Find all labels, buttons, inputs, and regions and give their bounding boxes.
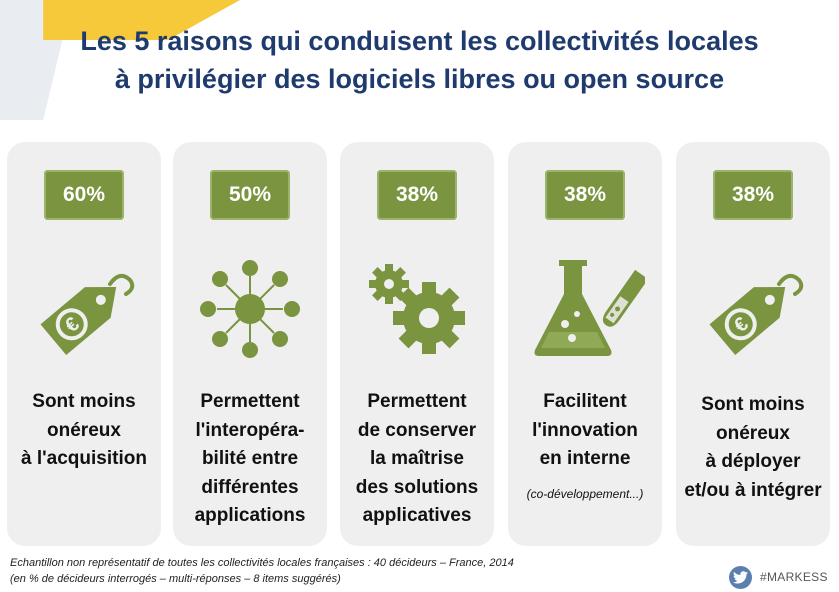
reason-label: Permettent de conserver la maîtrise des … [344,388,490,531]
euro-tag-icon: € [40,273,135,356]
label-line: applications [194,505,306,526]
euro-tag-icon: € [709,273,804,356]
hashtag-label[interactable]: #MARKESS [760,570,828,584]
reason-card-2: 50% Permettent l'interopéra- bilité entr… [173,142,327,546]
label-line: l'innovation [532,419,638,441]
reason-card-3: 38% Permetten [340,142,494,546]
reason-label: Permettent l'interopéra- bilité entre di… [177,388,323,531]
label-line: Sont moins [32,391,136,412]
percent-badge: 50% [210,170,290,220]
title-line-2: à privilégier des logiciels libres ou op… [114,64,725,94]
label-line: applicatives [362,505,472,526]
label-line: en interne [539,448,631,469]
reason-label: Facilitent l'innovation en interne [512,388,658,474]
label-line: onéreux [47,419,121,441]
footer-sample-note: Echantillon non représentatif de toutes … [10,557,514,569]
label-line: Sont moins [701,394,805,415]
label-line: onéreux [716,422,790,444]
reason-note: (co-développement...) [526,487,644,501]
label-line: Facilitent [543,391,627,412]
reason-label: Sont moins onéreux à déployer et/ou à in… [680,391,826,505]
label-line: Permettent [200,391,300,412]
page-title: Les 5 raisons qui conduisent les collect… [0,22,839,98]
label-line: des solutions [355,476,479,498]
label-line: et/ou à intégrer [684,479,822,501]
percent-badge: 38% [377,170,457,220]
reason-card-1: 60% € Sont moins onéreux à l'acquisition [7,142,161,546]
label-line: différentes [201,476,299,498]
label-line: de conserver [357,419,477,441]
flask-icon [534,260,645,356]
gears-icon [369,264,465,354]
footer-method-note: (en % de décideurs interrogés – multi-ré… [10,573,341,585]
label-line: Permettent [367,391,467,412]
label-line: la maîtrise [370,448,464,469]
network-icon [200,260,300,358]
percent-badge: 60% [44,170,124,220]
reason-card-4: 38% Facilitent l'innovation en interne (… [508,142,662,546]
label-line: l'interopéra- [195,419,305,441]
percent-badge: 38% [713,170,793,220]
title-line-1: Les 5 raisons qui conduisent les collect… [80,26,759,56]
label-line: bilité entre [201,448,299,469]
label-line: à l'acquisition [21,448,147,469]
percent-badge: 38% [545,170,625,220]
twitter-icon[interactable] [729,566,752,589]
reason-card-5: 38% € Sont moins onéreux à déployer et/o… [676,142,830,546]
label-line: à déployer [705,451,801,472]
reason-label: Sont moins onéreux à l'acquisition [11,388,157,474]
